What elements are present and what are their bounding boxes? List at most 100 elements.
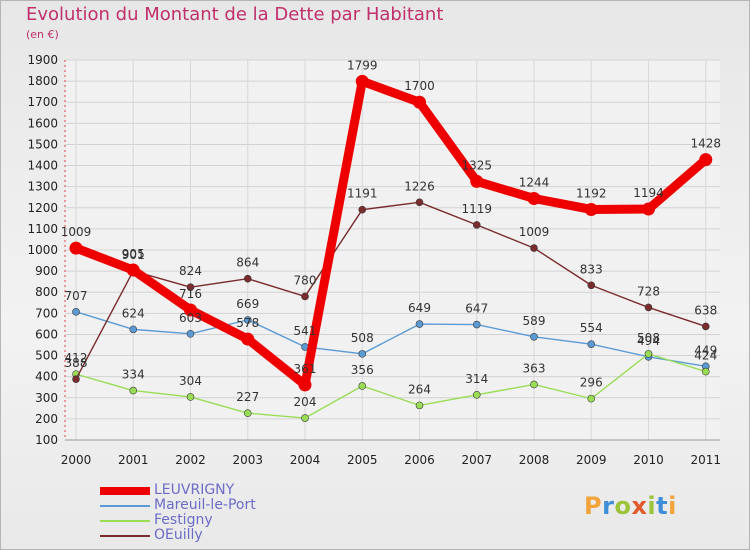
data-label: 296 [580, 376, 603, 390]
data-point [241, 332, 255, 346]
y-tick-label: 1600 [27, 116, 58, 130]
x-tick-label: 2002 [175, 453, 206, 467]
data-label: 1244 [519, 175, 550, 189]
data-point [358, 382, 367, 390]
data-point [243, 274, 252, 283]
series-line-festigny [75, 353, 707, 419]
data-label: 864 [236, 256, 259, 270]
data-point [472, 221, 481, 229]
data-label: 1119 [461, 202, 492, 216]
data-point [587, 340, 596, 348]
data-label: 728 [637, 284, 660, 298]
data-label: 314 [465, 372, 488, 386]
data-point [699, 153, 713, 167]
x-tick-label: 2007 [461, 453, 492, 467]
x-tick-label: 2010 [633, 453, 664, 467]
logo-letter: x [631, 492, 648, 520]
data-label: 204 [294, 395, 317, 409]
y-tick-label: 1100 [27, 222, 58, 236]
data-label: 494 [637, 334, 660, 348]
series-line-oeuilly [75, 201, 707, 380]
data-label: 1009 [61, 225, 92, 239]
x-tick-label: 2000 [61, 453, 92, 467]
data-label: 541 [294, 324, 317, 338]
grid [65, 59, 720, 441]
legend-swatch [100, 487, 150, 495]
y-tick-label: 1500 [27, 137, 58, 151]
data-label: 363 [523, 361, 546, 375]
data-label: 589 [523, 314, 546, 328]
logo-letter: i [647, 492, 657, 520]
data-label: 1192 [576, 186, 607, 200]
data-point [355, 74, 369, 88]
legend-swatch [100, 535, 150, 537]
data-point [186, 283, 195, 291]
data-point [472, 320, 481, 329]
data-label: 424 [694, 349, 717, 363]
data-label: 603 [179, 311, 202, 325]
data-point [530, 244, 538, 252]
data-label: 624 [122, 306, 145, 320]
chart-title: Evolution du Montant de la Dette par Hab… [26, 4, 444, 25]
data-label: 905 [122, 247, 145, 261]
legend-swatch [100, 505, 150, 507]
data-label: 1428 [690, 137, 721, 151]
data-point [701, 322, 710, 331]
data-label: 901 [122, 248, 145, 262]
data-label: 361 [294, 362, 317, 376]
x-tick-label: 2001 [118, 453, 149, 467]
data-label: 833 [580, 262, 603, 276]
chart-subtitle: (en €) [26, 28, 59, 41]
y-tick-label: 400 [35, 370, 58, 384]
data-label: 780 [294, 273, 317, 287]
data-label: 649 [408, 301, 431, 315]
legend-label: Festigny [154, 512, 213, 528]
series-line-leuvrigny [71, 76, 711, 390]
data-label: 824 [179, 264, 202, 278]
logo-letter: o [614, 492, 632, 520]
y-tick-label: 900 [35, 264, 58, 278]
data-label: 1009 [519, 225, 550, 239]
x-tick-label: 2008 [519, 453, 550, 467]
x-tick-label: 2011 [690, 453, 721, 467]
x-tick-label: 2004 [290, 453, 321, 467]
data-point [129, 325, 138, 334]
axes: 1002003004005006007008009001000110012001… [27, 53, 721, 467]
labels-layer: 1009 905 716 578 361 1799 1700 1325 1244 1192 1194… [61, 58, 721, 409]
data-point [701, 367, 710, 376]
data-point [644, 350, 653, 358]
data-label: 356 [351, 363, 374, 377]
data-point [413, 95, 426, 109]
data-label: 1191 [347, 187, 378, 201]
data-label: 264 [408, 382, 431, 396]
data-point [470, 174, 484, 188]
data-label: 647 [465, 302, 488, 316]
data-point [642, 202, 655, 216]
y-tick-label: 500 [35, 349, 58, 363]
data-point [527, 191, 541, 205]
data-label: 669 [236, 297, 259, 311]
data-label: 449 [694, 343, 717, 357]
y-tick-label: 1800 [27, 74, 58, 88]
y-tick-label: 1000 [27, 243, 58, 257]
data-label: 1325 [461, 158, 492, 172]
data-label: 304 [179, 374, 202, 388]
data-point [358, 350, 367, 358]
legend-label: Mareuil-le-Port [154, 497, 256, 513]
data-label: 508 [637, 331, 660, 345]
data-point [184, 303, 197, 317]
x-tick-label: 2006 [404, 453, 435, 467]
y-tick-label: 700 [35, 306, 58, 320]
legend-label: OEuilly [154, 527, 203, 543]
data-label: 707 [65, 289, 88, 303]
logo-letter: r [602, 492, 615, 520]
y-tick-label: 800 [35, 285, 58, 299]
data-point [644, 303, 653, 312]
data-point [186, 393, 195, 401]
data-label: 1700 [404, 79, 435, 93]
data-point [584, 202, 598, 216]
data-label: 716 [179, 287, 202, 301]
y-tick-label: 300 [35, 391, 58, 405]
data-point [415, 401, 424, 410]
data-label: 1226 [404, 179, 435, 193]
